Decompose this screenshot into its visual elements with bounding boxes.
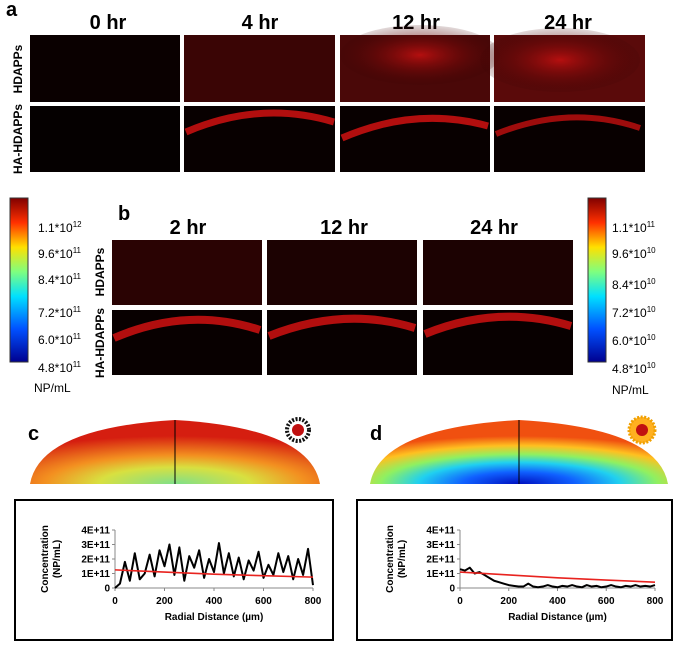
column-header: 2 hr [170, 217, 207, 239]
x-tick-label: 400 [206, 596, 223, 607]
panel-label: a [6, 0, 18, 21]
colorbar-label: 4.8*1011 [38, 360, 82, 375]
y-tick-label: 1E+11 [81, 569, 110, 580]
colorbar-label: 7.2*1010 [612, 305, 656, 320]
column-header: 4 hr [242, 12, 279, 34]
x-tick-label: 600 [598, 596, 615, 607]
colorbar-label: 1.1*1011 [612, 220, 656, 235]
x-axis-title: Radial Distance (µm) [165, 612, 264, 623]
column-header: 12 hr [320, 217, 368, 239]
data-line [459, 571, 656, 583]
column-header: 24 hr [470, 217, 518, 239]
colorbar-label: 8.4*1010 [612, 277, 656, 292]
y-tick-label: 1E+11 [426, 569, 455, 580]
x-tick-label: 200 [156, 596, 173, 607]
y-tick-label: 0 [449, 584, 455, 595]
data-line [114, 542, 314, 589]
y-axis-title: (NP/mL) [397, 540, 408, 578]
y-tick-label: 4E+11 [426, 526, 455, 537]
data-line [114, 569, 314, 578]
x-tick-label: 800 [647, 596, 664, 607]
panel-label: c [28, 423, 39, 445]
colorbar-label: 9.6*1010 [612, 246, 656, 261]
y-axis-title: Concentration [40, 525, 51, 593]
x-axis-title: Radial Distance (µm) [508, 612, 607, 623]
row-label: HDAPPs [93, 247, 107, 296]
colorbar-label: 7.2*1011 [38, 305, 82, 320]
panel-label: b [118, 203, 130, 225]
colorbar-label: 8.4*1011 [38, 272, 82, 287]
colorbar-label: 1.1*1012 [38, 220, 82, 235]
colorbar [9, 197, 29, 363]
y-tick-label: 4E+11 [81, 526, 110, 537]
y-axis-title: Concentration [385, 525, 396, 593]
y-tick-label: 2E+11 [426, 555, 455, 566]
chart-frame [356, 499, 673, 641]
y-tick-label: 3E+11 [426, 540, 455, 551]
chart-frame [14, 499, 334, 641]
row-label: HDAPPs [11, 44, 25, 93]
y-tick-label: 3E+11 [81, 540, 110, 551]
colorbar-unit: NP/mL [612, 383, 649, 397]
data-line [459, 566, 656, 589]
colorbar-labels: 1.1*1011 9.6*1010 8.4*1010 7.2*1010 6.0*… [612, 220, 656, 397]
y-tick-label: 2E+11 [81, 555, 110, 566]
micrographs-a [30, 25, 645, 172]
nanoparticle-icon [627, 415, 657, 445]
row-label: HA-HDAPPs [11, 104, 25, 174]
nanoparticle-icon [285, 417, 311, 443]
y-tick-label: 0 [104, 584, 110, 595]
colorbar-label: 4.8*1010 [612, 361, 656, 376]
x-tick-label: 400 [549, 596, 566, 607]
panel-label: d [370, 423, 382, 445]
x-tick-label: 0 [112, 596, 118, 607]
x-tick-label: 600 [255, 596, 272, 607]
micrographs-b [112, 240, 573, 375]
x-tick-label: 200 [500, 596, 517, 607]
row-label: HA-HDAPPs [93, 308, 107, 378]
colorbar-label: 6.0*1010 [612, 333, 656, 348]
colorbar-label: 9.6*1011 [38, 246, 82, 261]
x-tick-label: 800 [305, 596, 322, 607]
column-header: 0 hr [90, 12, 127, 34]
x-tick-label: 0 [457, 596, 463, 607]
colorbar-label: 6.0*1011 [38, 332, 82, 347]
y-axis-title: (NP/mL) [52, 540, 63, 578]
colorbar-unit: NP/mL [34, 381, 71, 395]
colorbar-labels: 1.1*1012 9.6*1011 8.4*1011 7.2*1011 6.0*… [34, 220, 82, 395]
colorbar [587, 197, 607, 363]
